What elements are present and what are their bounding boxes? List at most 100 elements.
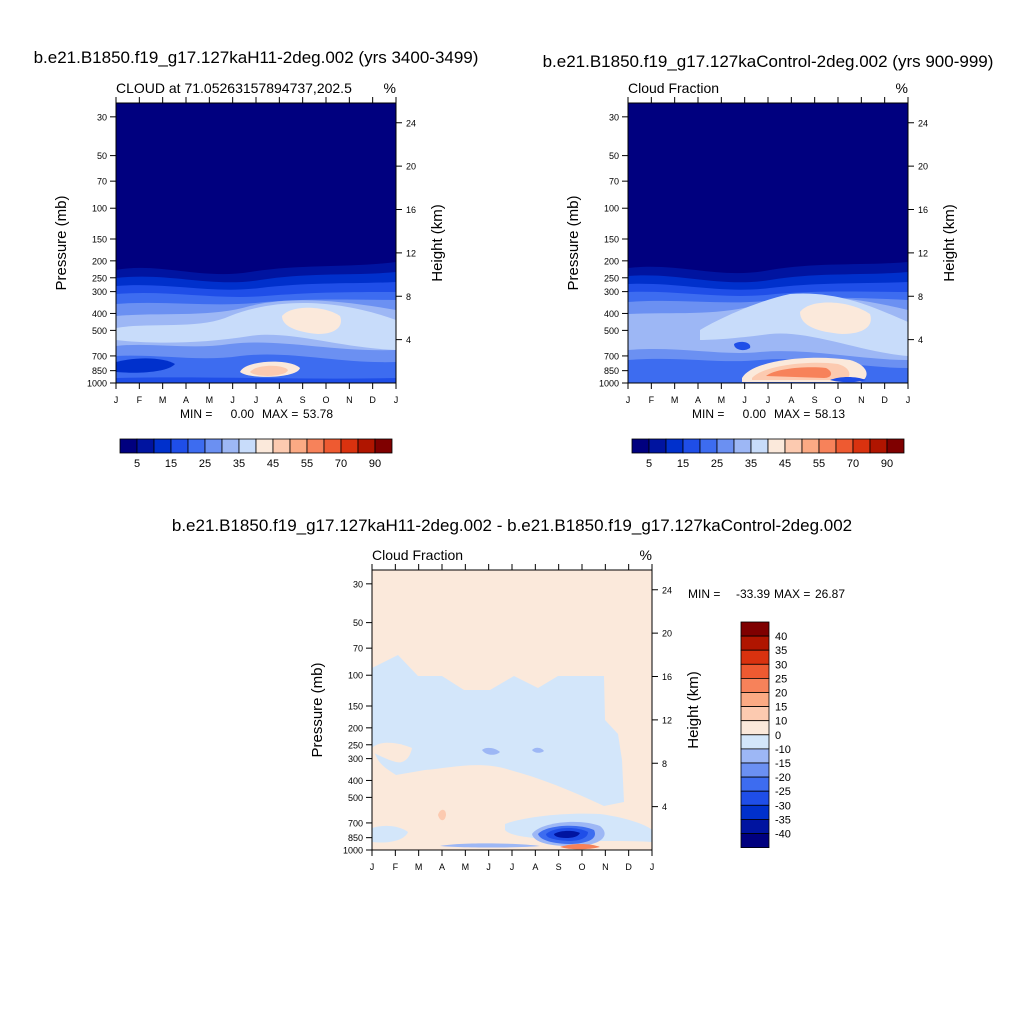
month-tick-label: D xyxy=(625,862,632,872)
colorbar-box xyxy=(869,438,888,454)
month-tick-label: F xyxy=(393,862,399,872)
panel-control-subtitle: Cloud Fraction xyxy=(628,80,719,96)
colorbar-box xyxy=(740,762,770,778)
month-tick-label: A xyxy=(439,862,445,872)
month-tick-label: A xyxy=(695,395,701,405)
colorbar-label: 35 xyxy=(775,645,787,657)
colorbar-label: -30 xyxy=(775,800,791,812)
month-tick-label: J xyxy=(766,395,771,405)
pressure-tick-label: 50 xyxy=(353,618,363,628)
panel-diff-units: % xyxy=(640,547,652,563)
panel-h11-title: b.e21.B1850.f19_g17.127kaH11-2deg.002 (y… xyxy=(34,48,479,67)
colorbar-box xyxy=(740,804,770,820)
pressure-tick-label: 700 xyxy=(604,351,619,361)
pressure-tick-label: 200 xyxy=(92,256,107,266)
colorbar-box xyxy=(740,748,770,764)
height-tick-label: 20 xyxy=(918,162,928,172)
height-tick-label: 24 xyxy=(406,118,416,128)
pressure-tick-label: 850 xyxy=(348,833,363,843)
height-tick-label: 12 xyxy=(406,248,416,258)
panel-diff-max-value: 26.87 xyxy=(815,587,845,601)
colorbar-box xyxy=(740,678,770,693)
colorbar-box xyxy=(740,819,770,834)
month-tick-label: S xyxy=(300,395,306,405)
colorbar-label: 90 xyxy=(369,458,381,470)
colorbar-box xyxy=(886,438,905,454)
colorbar-label: 70 xyxy=(847,458,859,470)
colorbar-label: 0 xyxy=(775,730,781,742)
height-tick-label: 4 xyxy=(662,802,667,812)
colorbar-box xyxy=(699,438,718,454)
month-tick-label: J xyxy=(370,862,375,872)
month-tick-label: M xyxy=(718,395,726,405)
height-tick-label: 20 xyxy=(662,629,672,639)
month-tick-label: J xyxy=(742,395,747,405)
colorbar-box xyxy=(740,621,770,637)
panel-h11-axes: 30 50 70 100 150 200 250 300 400 500 700 850 1000 24 2… xyxy=(87,97,416,405)
pressure-tick-label: 250 xyxy=(348,740,363,750)
colorbar-label: 20 xyxy=(775,688,787,700)
height-tick-label: 16 xyxy=(918,205,928,215)
panel-control-ylabel-right: Height (km) xyxy=(941,204,958,282)
panel-diff-ylabel: Pressure (mb) xyxy=(309,662,326,757)
panel-h11-field xyxy=(116,103,396,383)
colorbar-box xyxy=(818,438,837,454)
colorbar-label: 55 xyxy=(301,458,313,470)
colorbar-box xyxy=(357,438,376,454)
month-tick-label: F xyxy=(649,395,655,405)
panel-control-min-label: MIN = xyxy=(692,407,724,421)
pressure-tick-label: 70 xyxy=(353,644,363,654)
colorbar-box xyxy=(255,438,274,454)
colorbar-box xyxy=(740,692,770,708)
colorbar-label: 55 xyxy=(813,458,825,470)
panel-diff-subtitle: Cloud Fraction xyxy=(372,547,463,563)
month-tick-label: A xyxy=(276,395,282,405)
colorbar-box xyxy=(852,438,871,454)
month-tick-label: M xyxy=(671,395,679,405)
colorbar-label: -25 xyxy=(775,786,791,798)
colorbar-box xyxy=(136,438,155,454)
colorbar-box xyxy=(374,438,393,454)
pressure-tick-label: 700 xyxy=(92,351,107,361)
height-tick-label: 8 xyxy=(662,759,667,769)
pressure-tick-label: 400 xyxy=(604,309,619,319)
colorbar-label: 70 xyxy=(335,458,347,470)
colorbar-box xyxy=(119,438,138,454)
month-tick-label: A xyxy=(532,862,538,872)
colorbar-label: 5 xyxy=(646,458,652,470)
height-tick-label: 24 xyxy=(918,118,928,128)
panel-h11-min-value: 0.00 xyxy=(231,407,255,421)
month-tick-label: M xyxy=(415,862,423,872)
colorbar-box xyxy=(740,649,770,665)
panel-control-min-value: 0.00 xyxy=(743,407,767,421)
pressure-tick-label: 100 xyxy=(348,671,363,681)
colorbar-box xyxy=(648,438,667,454)
colorbar-box xyxy=(733,438,752,454)
colorbar-box xyxy=(289,438,308,454)
panel-h11-max-value: 53.78 xyxy=(303,407,333,421)
colorbar-box xyxy=(153,438,172,454)
colorbar-box xyxy=(187,438,206,454)
colorbar-label: -20 xyxy=(775,772,791,784)
colorbar-box xyxy=(740,720,770,736)
pressure-tick-label: 50 xyxy=(609,151,619,161)
panel-control-max-value: 58.13 xyxy=(815,407,845,421)
pressure-tick-label: 100 xyxy=(604,204,619,214)
panel-diff-colorbar: 40 35 30 25 20 15 10 0 -10 -15 -20 -25 -30 -35 -40 xyxy=(740,621,791,849)
colorbar-box xyxy=(716,438,735,454)
colorbar-box xyxy=(740,663,770,679)
pressure-tick-label: 300 xyxy=(604,287,619,297)
panel-control-units: % xyxy=(896,80,908,96)
panel-h11-ylabel-right: Height (km) xyxy=(429,204,446,282)
height-tick-label: 16 xyxy=(406,205,416,215)
colorbar-box xyxy=(204,438,223,454)
height-tick-label: 16 xyxy=(662,672,672,682)
month-tick-label: N xyxy=(602,862,609,872)
panel-control-ylabel: Pressure (mb) xyxy=(565,195,582,290)
colorbar-label: 40 xyxy=(775,631,787,643)
colorbar-box xyxy=(238,438,257,454)
month-tick-label: J xyxy=(114,395,119,405)
month-tick-label: D xyxy=(369,395,376,405)
colorbar-box xyxy=(323,438,342,454)
